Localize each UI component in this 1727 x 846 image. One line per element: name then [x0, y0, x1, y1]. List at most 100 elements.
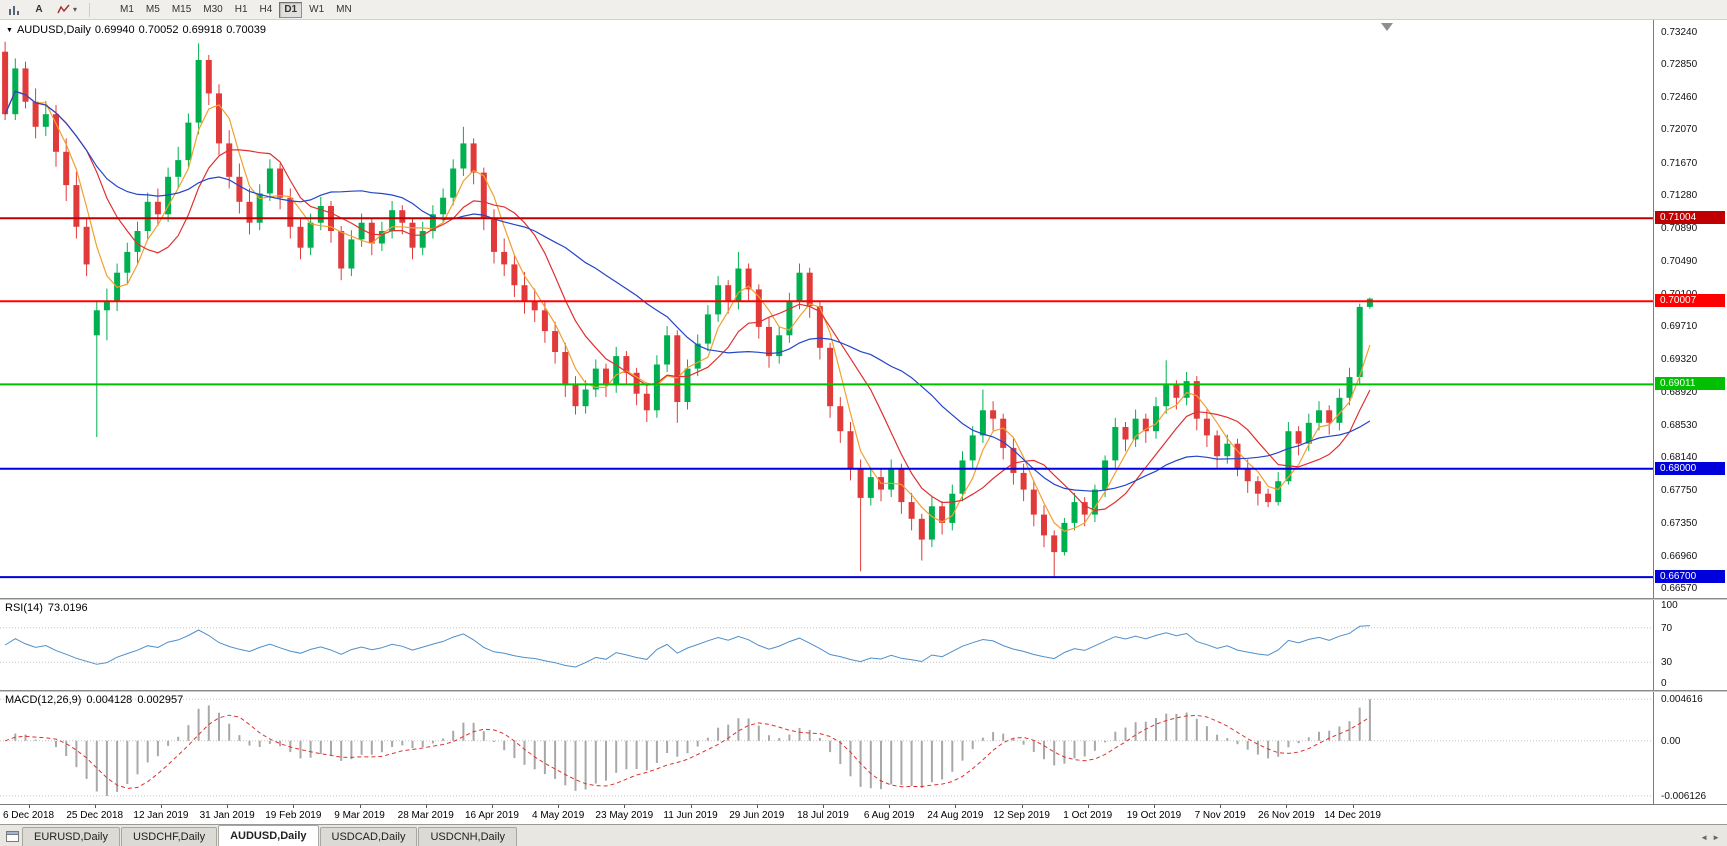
- price-axis-label: 0.68530: [1661, 419, 1698, 431]
- price-axis-label: 0.73240: [1661, 26, 1698, 38]
- timeframe-button-m30[interactable]: M30: [203, 4, 223, 15]
- polyline-icon: [57, 4, 70, 14]
- main-chart-panel: 0.73240 0.72850 0.72460 0.72070 0.71670 0.712…: [0, 20, 1727, 598]
- date-tick: [94, 805, 96, 808]
- date-axis-label: 1 Oct 2019: [1063, 810, 1113, 821]
- chart-tab-eurusd[interactable]: EURUSD,Daily: [22, 827, 120, 846]
- legend-high: 0.70052: [138, 24, 179, 36]
- price-axis-label: 0.70890: [1661, 222, 1698, 234]
- tab-bar: EURUSD,Daily USDCHF,Daily AUDUSD,Daily USDC…: [0, 824, 1727, 846]
- timeframe-button-m15[interactable]: M15: [171, 4, 192, 15]
- price-axis-label: 0.72460: [1661, 91, 1698, 103]
- tab-scroll-arrows: ◄ ►: [1700, 833, 1724, 846]
- price-axis-label: 0.67350: [1661, 517, 1698, 529]
- macd-indicator-name: MACD(12,26,9): [5, 694, 82, 706]
- timeframe-button-m5[interactable]: M5: [145, 4, 160, 15]
- price-chart[interactable]: [0, 20, 1653, 598]
- timeframe-button-h4[interactable]: H4: [259, 4, 273, 15]
- price-axis-label: 0.72850: [1661, 59, 1698, 71]
- date-axis-label: 31 Jan 2019: [199, 810, 255, 821]
- bar-chart-tool-button[interactable]: [3, 2, 26, 18]
- date-axis-label: 11 Jun 2019: [663, 810, 718, 821]
- legend-low: 0.69918: [182, 24, 223, 36]
- price-axis-label: 0.66570: [1661, 583, 1698, 594]
- price-axis-label: 0.71280: [1661, 190, 1698, 202]
- polyline-tool-button[interactable]: ▾: [52, 2, 82, 18]
- macd-panel: 0.004616 0.00 -0.006126 MACD(12,26,9) 0.004…: [0, 692, 1727, 804]
- toolbar-separator: [89, 2, 91, 17]
- timeframe-button-w1[interactable]: W1: [309, 4, 325, 15]
- legend-close: 0.70039: [226, 24, 266, 36]
- date-axis-label: 12 Jan 2019: [133, 810, 189, 821]
- date-axis-label: 6 Aug 2019: [863, 810, 915, 821]
- tab-scroll-left-icon[interactable]: ◄: [1700, 833, 1709, 842]
- timeframe-button-mn[interactable]: MN: [336, 4, 352, 15]
- date-tick: [1021, 805, 1023, 808]
- rsi-label: RSI(14) 73.0196: [5, 602, 93, 614]
- macd-axis-label: 0.00: [1661, 735, 1681, 747]
- price-axis-label: 0.69320: [1661, 353, 1698, 365]
- chart-tab-usdchf[interactable]: USDCHF,Daily: [120, 827, 218, 846]
- chart-tab-usdcnh[interactable]: USDCNH,Daily: [418, 827, 518, 846]
- date-axis-label: 19 Oct 2019: [1126, 810, 1182, 821]
- date-axis-label: 16 Apr 2019: [464, 810, 519, 821]
- date-tick: [690, 805, 692, 808]
- rsi-axis-label: 0: [1661, 678, 1667, 689]
- window-icon: [5, 830, 19, 842]
- date-tick: [1286, 805, 1288, 808]
- date-axis-label: 26 Nov 2019: [1258, 810, 1315, 821]
- date-tick: [558, 805, 560, 808]
- rsi-axis-label: 70: [1661, 622, 1673, 634]
- caret-down-icon: ▾: [73, 5, 78, 14]
- date-axis-label: 12 Sep 2019: [993, 810, 1050, 821]
- collapse-triangle-icon[interactable]: ▼: [6, 26, 13, 34]
- date-tick: [491, 805, 493, 808]
- panel-resize-handle[interactable]: [0, 690, 1727, 692]
- rsi-axis-label: 100: [1661, 600, 1678, 611]
- text-tool-button[interactable]: A: [35, 4, 43, 15]
- date-tick: [889, 805, 891, 808]
- date-tick: [756, 805, 758, 808]
- date-tick: [1352, 805, 1354, 808]
- timeframe-button-m1[interactable]: M1: [120, 4, 134, 15]
- macd-axis: 0.004616 0.00 -0.006126: [1653, 692, 1727, 804]
- timeframe-button-h1[interactable]: H1: [234, 4, 248, 15]
- panel-resize-handle[interactable]: [0, 598, 1727, 600]
- chart-tab-audusd[interactable]: AUDUSD,Daily: [218, 825, 319, 846]
- macd-axis-label: -0.006126: [1661, 790, 1707, 802]
- price-axis-label: 0.70100: [1661, 289, 1697, 300]
- tab-scroll-right-icon[interactable]: ►: [1712, 833, 1720, 842]
- price-axis-label: 0.68140: [1661, 452, 1698, 463]
- date-tick: [624, 805, 626, 808]
- date-tick: [359, 805, 361, 808]
- bar-chart-icon: [9, 5, 19, 15]
- date-axis-label: 28 Mar 2019: [397, 810, 454, 821]
- hline-price-tag: 0.68000: [1655, 461, 1725, 475]
- macd-label: MACD(12,26,9) 0.004128 0.002957: [5, 694, 188, 706]
- price-axis-label: 0.68920: [1661, 387, 1698, 398]
- time-axis: 6 Dec 2018 25 Dec 2018 12 Jan 2019 31 Jan 2…: [0, 804, 1727, 824]
- chart-tab-usdcad[interactable]: USDCAD,Daily: [319, 827, 418, 846]
- window-list-button[interactable]: [3, 827, 21, 845]
- price-axis: 0.73240 0.72850 0.72460 0.72070 0.71670 0.712…: [1653, 20, 1727, 598]
- date-tick: [822, 805, 824, 808]
- rsi-panel: 100 70 30 0 RSI(14) 73.0196: [0, 600, 1727, 690]
- date-axis-label: 25 Dec 2018: [66, 810, 124, 821]
- date-tick: [160, 805, 162, 808]
- price-axis-label: 0.66960: [1661, 550, 1698, 562]
- date-tick: [955, 805, 957, 808]
- rsi-axis-label: 30: [1661, 657, 1673, 669]
- rsi-chart[interactable]: [0, 600, 1653, 690]
- macd-chart[interactable]: [0, 692, 1653, 804]
- chart-tabs: EURUSD,Daily USDCHF,Daily AUDUSD,Daily USDC…: [22, 825, 518, 846]
- hline-price-tag: 0.69011: [1655, 377, 1725, 391]
- chart-area: 0.73240 0.72850 0.72460 0.72070 0.71670 0.712…: [0, 20, 1727, 824]
- timeframe-button-d1[interactable]: D1: [279, 1, 303, 18]
- date-tick: [1087, 805, 1089, 808]
- rsi-axis: 100 70 30 0: [1653, 600, 1727, 690]
- rsi-indicator-name: RSI(14): [5, 602, 43, 614]
- date-axis-label: 4 May 2019: [532, 810, 585, 821]
- date-axis-label: 29 Jun 2019: [729, 810, 785, 821]
- hline-price-tag: 0.66700: [1655, 570, 1725, 584]
